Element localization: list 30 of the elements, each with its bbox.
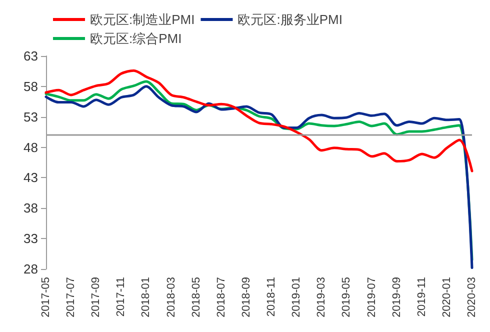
- x-tick-label: 2020-01: [440, 277, 453, 318]
- y-tick-label: 43: [24, 170, 38, 186]
- x-tick-label: 2019-09: [390, 277, 403, 318]
- legend-label: 欧元区:综合PMI: [90, 31, 182, 46]
- x-tick-label: 2019-05: [340, 277, 353, 318]
- y-tick-label: 63: [24, 48, 38, 64]
- x-tick-label: 2019-01: [290, 277, 303, 318]
- line-series: [44, 69, 474, 172]
- x-tick-label: 2019-03: [316, 277, 328, 318]
- x-tick-label: 2019-07: [366, 277, 378, 318]
- x-tick-label: 2018-11: [266, 277, 278, 317]
- legend-label: 欧元区:制造业PMI: [90, 12, 195, 27]
- x-tick-label: 2018-07: [215, 277, 228, 318]
- x-tick-label: 2018-03: [165, 277, 178, 318]
- x-tick-label: 2019-11: [416, 277, 428, 317]
- x-tick-label: 2017-09: [90, 277, 102, 318]
- y-tick-label: 38: [24, 200, 38, 216]
- y-tick-label: 53: [24, 109, 38, 124]
- y-tick-label: 33: [24, 231, 38, 246]
- x-tick-label: 2017-05: [40, 277, 52, 318]
- y-tick-label: 48: [24, 140, 38, 155]
- y-tick-label: 58: [24, 78, 38, 94]
- x-tick-label: 2017-11: [115, 277, 128, 317]
- y-tick-label: 28: [24, 262, 38, 276]
- legend-label: 欧元区:服务业PMI: [238, 12, 342, 27]
- x-tick-label: 2017-07: [65, 277, 78, 318]
- x-tick-label: 2020-03: [466, 277, 478, 318]
- x-tick-label: 2018-09: [240, 277, 252, 318]
- x-tick-label: 2018-05: [190, 277, 202, 318]
- x-tick-label: 2018-01: [140, 277, 152, 318]
